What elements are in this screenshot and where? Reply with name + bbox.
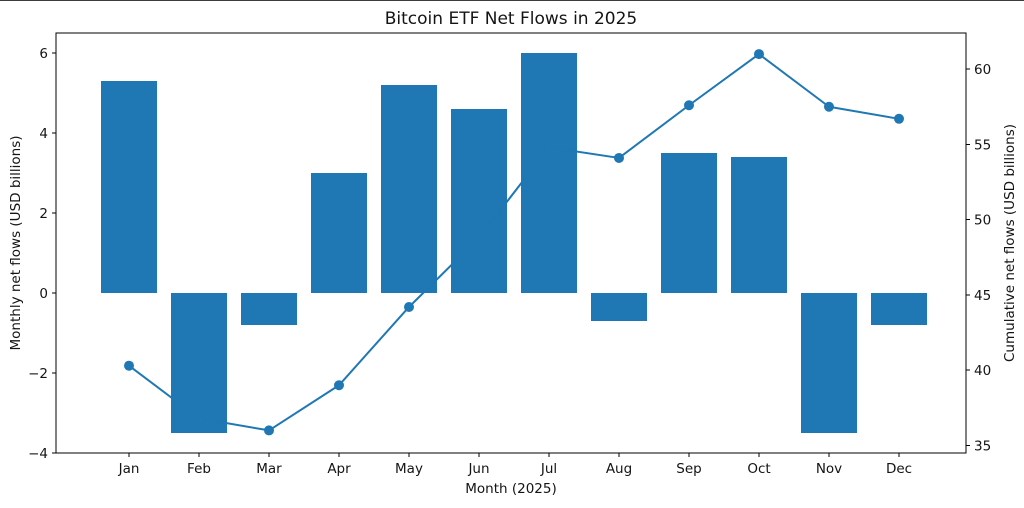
x-tick-label-mar: Mar [256,461,282,477]
left-tick-label: 6 [39,46,48,62]
marker-apr [334,380,344,391]
marker-jul [544,142,554,153]
cumulative-line [128,53,900,432]
marker-oct [754,49,764,60]
left-tick-label: 4 [39,126,48,142]
marker-mar [264,425,274,436]
bar-jun [451,109,507,293]
bar-apr [311,173,367,293]
right-tick-label: 50 [974,213,991,229]
right-axis-label: Cumulative net flows (USD billions) [1002,124,1018,362]
marker-jun [474,232,484,243]
bar-nov [801,293,857,433]
left-tick-label: −2 [28,366,48,382]
chart-title: Bitcoin ETF Net Flows in 2025 [385,9,638,29]
bar-oct [731,157,787,293]
left-tick-label: 2 [39,206,48,222]
x-tick-label-sep: Sep [676,461,701,477]
left-axis-label: Monthly net flows (USD billions) [8,135,24,350]
right-tick-label: 60 [974,62,991,78]
bar-dec [871,293,927,325]
bar-may [381,85,437,293]
marker-feb [194,413,204,424]
bar-feb [171,293,227,433]
left-tick-label: −4 [28,446,48,462]
x-tick-label-may: May [395,461,423,477]
window-top-edge [0,0,1024,1]
x-tick-label-aug: Aug [606,461,632,477]
x-tick-label-nov: Nov [816,461,842,477]
x-tick-label-jan: Jan [118,461,140,477]
plot-area: −4 −2 0 2 4 6 35 40 45 50 55 60 Jan Feb Mar Apr May Jun Ju… [28,32,991,477]
x-tick-label-apr: Apr [327,461,351,477]
bar-aug [591,293,647,321]
left-tick-label: 0 [39,286,48,302]
marker-may [404,301,414,312]
marker-aug [614,152,624,163]
x-tick-label-dec: Dec [886,461,912,477]
right-tick-label: 40 [974,363,991,379]
bar-sep [661,153,717,293]
x-tick-label-jun: Jun [467,461,489,477]
right-tick-label: 45 [974,288,991,304]
x-tick-label-jul: Jul [540,461,557,477]
right-tick-label: 55 [974,137,991,153]
marker-sep [684,100,694,111]
x-tick-label-feb: Feb [187,461,211,477]
bar-jan [101,81,157,293]
axes-frame [55,32,967,454]
bar-mar [241,293,297,325]
marker-jan [124,360,134,371]
right-tick-label: 35 [974,438,991,454]
marker-dec [894,113,904,124]
x-tick-label-oct: Oct [747,461,770,477]
marker-nov [824,101,834,112]
x-axis-label: Month (2025) [465,481,557,497]
